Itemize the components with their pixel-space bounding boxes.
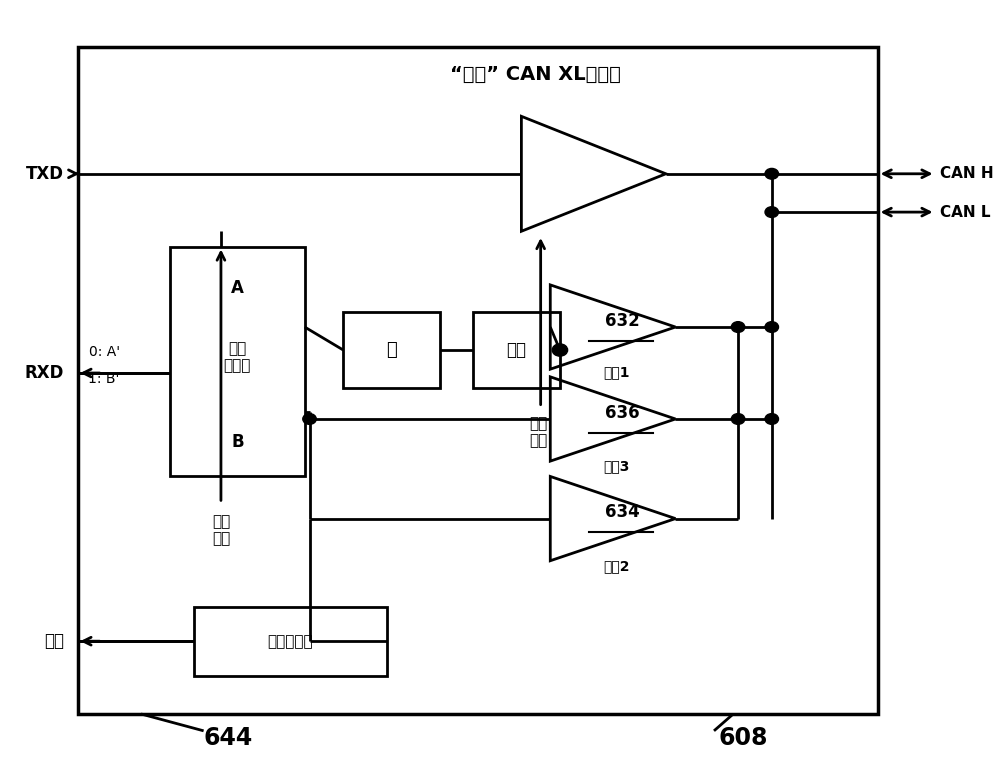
Text: 1: B': 1: B' (88, 372, 120, 386)
Circle shape (765, 168, 779, 179)
Circle shape (552, 344, 568, 356)
Text: 多路
复用器: 多路 复用器 (224, 341, 251, 373)
Circle shape (765, 414, 779, 424)
Text: 阈值3: 阈值3 (603, 460, 630, 474)
Text: 唤醒滤波器: 唤醒滤波器 (267, 634, 313, 649)
Text: RXD: RXD (25, 364, 64, 382)
Text: 0: A': 0: A' (89, 345, 120, 359)
Text: 阈值2: 阈值2 (603, 559, 630, 573)
Circle shape (765, 207, 779, 218)
Circle shape (303, 414, 316, 424)
Bar (473, 311, 560, 388)
Text: “主动” CAN XL收发器: “主动” CAN XL收发器 (450, 65, 621, 84)
Text: 632: 632 (605, 312, 640, 330)
Text: CAN L: CAN L (940, 205, 991, 220)
Text: 636: 636 (605, 404, 640, 422)
Bar (194, 607, 387, 676)
Text: 时间: 时间 (507, 341, 527, 359)
Text: B: B (231, 433, 244, 451)
Text: 与: 与 (386, 341, 397, 359)
Text: 唤醒: 唤醒 (44, 632, 64, 650)
Bar (170, 247, 305, 477)
Text: 接收
模式: 接收 模式 (212, 514, 230, 546)
Bar (343, 311, 440, 388)
Text: 阈值1: 阈值1 (603, 365, 630, 379)
Text: 传输
模式: 传输 模式 (530, 416, 548, 448)
Text: TXD: TXD (26, 165, 64, 183)
Text: 608: 608 (718, 727, 768, 751)
Text: CAN H: CAN H (940, 166, 994, 181)
Bar (78, 48, 878, 714)
Text: 634: 634 (605, 504, 640, 521)
Text: 644: 644 (203, 727, 252, 751)
Circle shape (731, 321, 745, 332)
Circle shape (731, 414, 745, 424)
Text: A: A (231, 279, 244, 297)
Circle shape (765, 321, 779, 332)
